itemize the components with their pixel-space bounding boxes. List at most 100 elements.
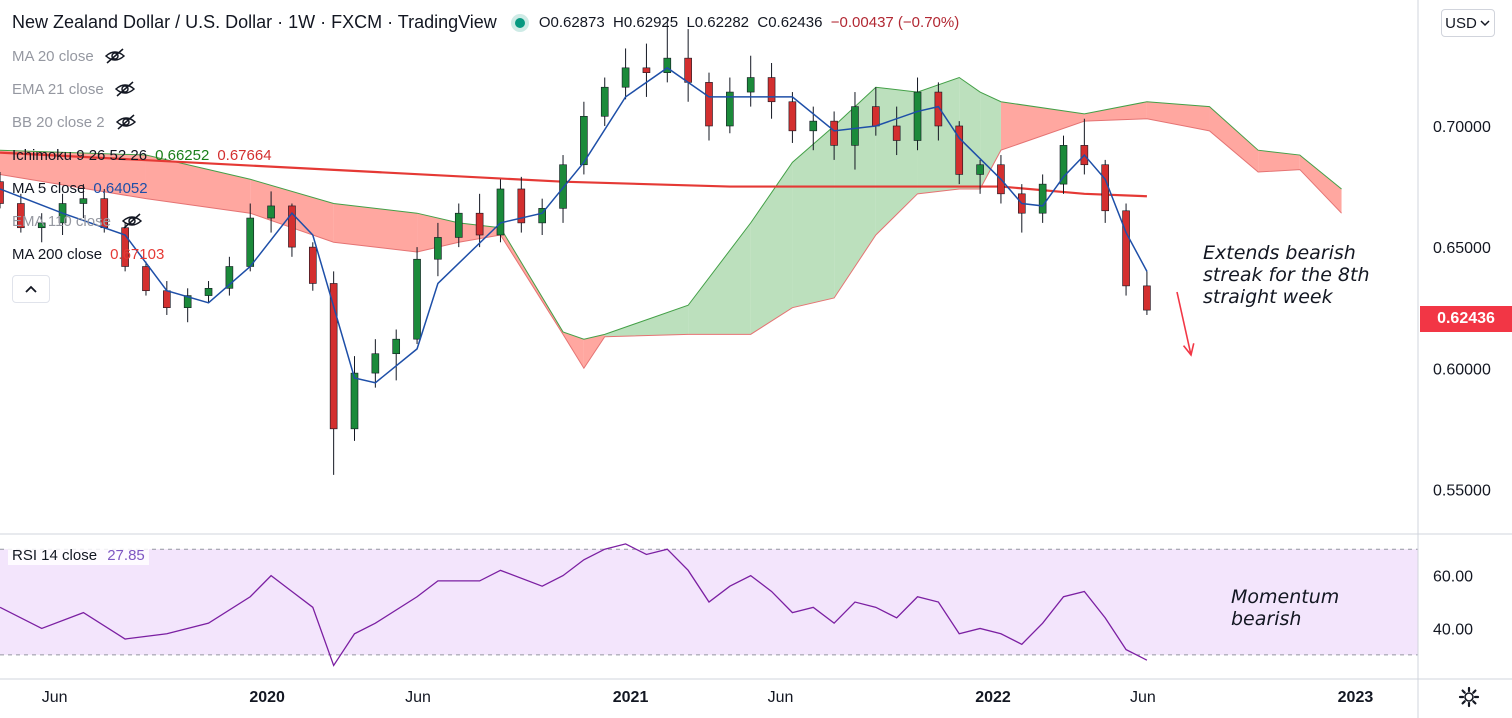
currency-label: USD [1445, 14, 1477, 32]
ohlc-change: −0.00437 (−0.70%) [830, 14, 960, 31]
rsi-annotation-line: bearish [1231, 608, 1302, 630]
candle-body [746, 77, 755, 93]
eye-hidden-icon[interactable] [104, 48, 126, 64]
currency-selector[interactable]: USD [1441, 9, 1495, 37]
cloud-segment [792, 125, 835, 308]
candle-body [830, 120, 838, 146]
ma200-line-group [0, 151, 1147, 198]
rsi-pane: 60.00 40.00 [0, 543, 1473, 667]
candle-body [788, 101, 797, 132]
price-tick-label: 0.60000 [1433, 361, 1491, 378]
ohlc-readout: O0.62873 H0.62925 L0.62282 C0.62436 −0.0… [539, 14, 959, 31]
candle-body [1059, 145, 1068, 185]
indicator-ema110[interactable]: EMA 110 close [12, 208, 143, 234]
cloud-segment [959, 77, 981, 189]
cloud-segment [0, 150, 146, 199]
candle-body [809, 120, 818, 132]
candle-body [454, 212, 463, 238]
candle-body [726, 91, 734, 127]
indicator-label: MA 200 close [12, 245, 103, 263]
price-arrow-head [1182, 343, 1195, 357]
candle-body [434, 237, 442, 260]
time-tick-label: Jun [42, 689, 68, 706]
time-tick-label: 2023 [1338, 689, 1374, 706]
ohlc-open: O0.62873 [538, 14, 605, 31]
ma200-line [0, 151, 1147, 198]
candle-body [183, 295, 192, 308]
ichimoku-value-2: 0.67664 [217, 146, 272, 164]
cloud-segment [875, 87, 918, 236]
indicator-label: EMA 110 close [12, 212, 111, 230]
cloud-segment [1299, 155, 1342, 214]
cloud-segment [834, 87, 876, 298]
eye-hidden-icon[interactable] [121, 213, 143, 229]
candle-body [17, 203, 25, 229]
rsi-legend[interactable]: RSI 14 close 27.85 [8, 546, 149, 565]
price-tick-label: 0.65000 [1433, 240, 1491, 257]
indicator-label: BB 20 close 2 [12, 113, 105, 131]
chart-header: New Zealand Dollar / U.S. Dollar · 1W · … [12, 12, 959, 33]
ohlc-close: C0.62436 [757, 14, 823, 31]
candle-body [1122, 210, 1130, 287]
candle-body [642, 67, 651, 73]
price-annotation: Extends bearish streak for the 8th strai… [1203, 242, 1370, 308]
ma5-line-group [0, 66, 1148, 384]
eye-hidden-icon[interactable] [115, 114, 137, 130]
candle-body [1143, 285, 1151, 311]
eye-hidden-icon[interactable] [114, 81, 136, 97]
time-tick-label: 2021 [613, 689, 649, 706]
candle-body [37, 222, 46, 229]
rsi-value: 27.85 [107, 547, 145, 564]
rsi-tick-label: 60.00 [1433, 569, 1473, 586]
candle-body [329, 283, 338, 430]
indicator-ma200[interactable]: MA 200 close 0.67103 [12, 241, 164, 267]
candle-body [517, 188, 526, 224]
cloud-segment [145, 155, 251, 214]
indicator-bb20[interactable]: BB 20 close 2 [12, 109, 137, 135]
indicator-label: EMA 21 close [12, 80, 104, 98]
last-price-tag: 0.62436 [1420, 306, 1512, 332]
candle-body [913, 91, 922, 141]
candle-body [79, 198, 88, 204]
candle-body [538, 208, 546, 224]
ma5-line [0, 66, 1148, 384]
ohlc-high: H0.62925 [613, 14, 679, 31]
indicator-ema21[interactable]: EMA 21 close [12, 76, 136, 102]
candle-body [872, 106, 880, 127]
cloud-segment [1258, 150, 1300, 173]
candle-body [851, 106, 859, 146]
indicator-ma20[interactable]: MA 20 close [12, 43, 126, 69]
rsi-label: RSI 14 close [12, 547, 98, 564]
indicator-label: MA 20 close [12, 47, 94, 65]
indicator-label: Ichimoku 9 26 52 26 [12, 146, 148, 164]
candle-body [475, 212, 484, 236]
price-annotation-line: Extends bearish [1203, 242, 1356, 264]
candle-body [392, 338, 401, 355]
candle-body [684, 57, 692, 83]
ichimoku-value-1: 0.66252 [155, 146, 210, 164]
cloud-segment [333, 203, 418, 252]
indicator-ma5[interactable]: MA 5 close 0.64052 [12, 175, 148, 201]
price-arrow-shaft [1176, 291, 1192, 356]
indicator-label: MA 5 close [12, 179, 86, 197]
candle-body [413, 258, 421, 340]
price-annotation-line: straight week [1203, 286, 1333, 308]
ma200-value: 0.67103 [110, 245, 165, 263]
time-tick-label: Jun [768, 689, 794, 706]
settings-gear-icon[interactable] [1458, 686, 1480, 708]
ohlc-low: L0.62282 [686, 14, 750, 31]
market-status-icon [514, 17, 525, 28]
candle-body [621, 67, 630, 88]
candle-body [934, 91, 943, 127]
candle-body [559, 164, 567, 209]
indicator-ichimoku[interactable]: Ichimoku 9 26 52 26 0.66252 0.67664 [12, 142, 272, 168]
ichimoku-cloud [0, 76, 1342, 370]
cloud-segment [1146, 101, 1210, 131]
collapse-legend-button[interactable] [12, 275, 50, 303]
time-tick-label: Jun [405, 689, 431, 706]
candle-body [267, 205, 275, 219]
candle-body [371, 353, 380, 374]
candle-body [600, 86, 609, 117]
